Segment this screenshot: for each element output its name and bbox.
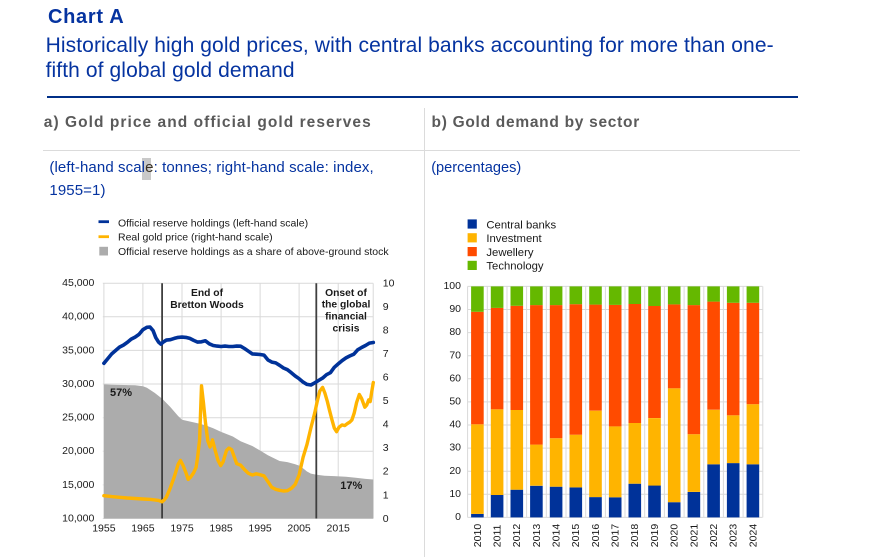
svg-text:0: 0 bbox=[455, 511, 461, 523]
svg-text:2011: 2011 bbox=[492, 524, 504, 547]
svg-text:7: 7 bbox=[383, 348, 389, 360]
svg-text:2017: 2017 bbox=[610, 524, 622, 548]
svg-text:2015: 2015 bbox=[570, 524, 582, 548]
svg-text:Jewellery: Jewellery bbox=[486, 247, 533, 259]
svg-text:Technology: Technology bbox=[486, 261, 544, 273]
svg-text:5: 5 bbox=[383, 395, 389, 407]
svg-text:Official reserve holdings as a: Official reserve holdings as a share of … bbox=[118, 246, 389, 258]
svg-text:2016: 2016 bbox=[590, 524, 602, 548]
svg-text:2018: 2018 bbox=[629, 524, 641, 548]
svg-text:2023: 2023 bbox=[728, 524, 740, 548]
svg-text:50: 50 bbox=[449, 396, 461, 408]
svg-text:25,000: 25,000 bbox=[62, 412, 94, 424]
svg-text:1955: 1955 bbox=[92, 523, 116, 535]
svg-text:40: 40 bbox=[449, 419, 461, 431]
svg-text:10: 10 bbox=[449, 488, 461, 500]
svg-text:2019: 2019 bbox=[649, 524, 661, 548]
svg-text:Investment: Investment bbox=[486, 233, 542, 245]
svg-text:1: 1 bbox=[383, 489, 389, 501]
svg-text:2012: 2012 bbox=[511, 524, 523, 548]
svg-text:80: 80 bbox=[449, 326, 461, 338]
svg-text:70: 70 bbox=[449, 349, 461, 361]
svg-text:2021: 2021 bbox=[688, 524, 700, 548]
svg-text:0: 0 bbox=[383, 513, 389, 525]
svg-text:8: 8 bbox=[383, 325, 389, 337]
svg-text:45,000: 45,000 bbox=[62, 277, 94, 289]
svg-text:Onset of: Onset of bbox=[325, 288, 367, 299]
svg-text:1985: 1985 bbox=[209, 523, 233, 535]
svg-text:1965: 1965 bbox=[131, 523, 155, 535]
svg-text:40,000: 40,000 bbox=[62, 311, 94, 323]
svg-text:57%: 57% bbox=[110, 387, 132, 399]
svg-text:End of: End of bbox=[191, 288, 224, 299]
svg-text:20: 20 bbox=[449, 465, 461, 477]
svg-text:1995: 1995 bbox=[248, 523, 272, 535]
svg-text:2010: 2010 bbox=[472, 524, 484, 548]
svg-text:2015: 2015 bbox=[327, 523, 351, 535]
svg-text:financial: financial bbox=[325, 312, 367, 323]
svg-text:2: 2 bbox=[383, 466, 389, 478]
svg-text:17%: 17% bbox=[340, 480, 362, 492]
svg-text:90: 90 bbox=[449, 303, 461, 315]
svg-text:10: 10 bbox=[383, 278, 395, 290]
svg-text:Bretton Woods: Bretton Woods bbox=[170, 300, 244, 311]
svg-text:Official reserve holdings (lef: Official reserve holdings (left-hand sca… bbox=[118, 217, 308, 229]
svg-text:4: 4 bbox=[383, 419, 389, 431]
svg-text:3: 3 bbox=[383, 442, 389, 454]
svg-text:30,000: 30,000 bbox=[62, 378, 94, 390]
svg-text:2005: 2005 bbox=[287, 523, 311, 535]
svg-text:2020: 2020 bbox=[669, 524, 681, 548]
svg-text:Real gold price (right-hand sc: Real gold price (right-hand scale) bbox=[118, 232, 273, 244]
svg-text:60: 60 bbox=[449, 372, 461, 384]
svg-text:20,000: 20,000 bbox=[62, 445, 94, 457]
svg-text:2013: 2013 bbox=[531, 524, 543, 548]
svg-text:15,000: 15,000 bbox=[62, 479, 94, 491]
svg-text:100: 100 bbox=[443, 280, 461, 292]
svg-text:2024: 2024 bbox=[747, 524, 759, 548]
svg-text:crisis: crisis bbox=[333, 323, 360, 334]
svg-text:Central banks: Central banks bbox=[486, 219, 556, 231]
svg-text:the global: the global bbox=[322, 300, 371, 311]
svg-text:2014: 2014 bbox=[551, 524, 563, 548]
svg-text:9: 9 bbox=[383, 301, 389, 313]
svg-text:10,000: 10,000 bbox=[62, 512, 94, 524]
svg-text:6: 6 bbox=[383, 372, 389, 384]
svg-text:30: 30 bbox=[449, 442, 461, 454]
svg-text:35,000: 35,000 bbox=[62, 344, 94, 356]
svg-text:2022: 2022 bbox=[708, 524, 720, 548]
svg-text:1975: 1975 bbox=[170, 523, 194, 535]
